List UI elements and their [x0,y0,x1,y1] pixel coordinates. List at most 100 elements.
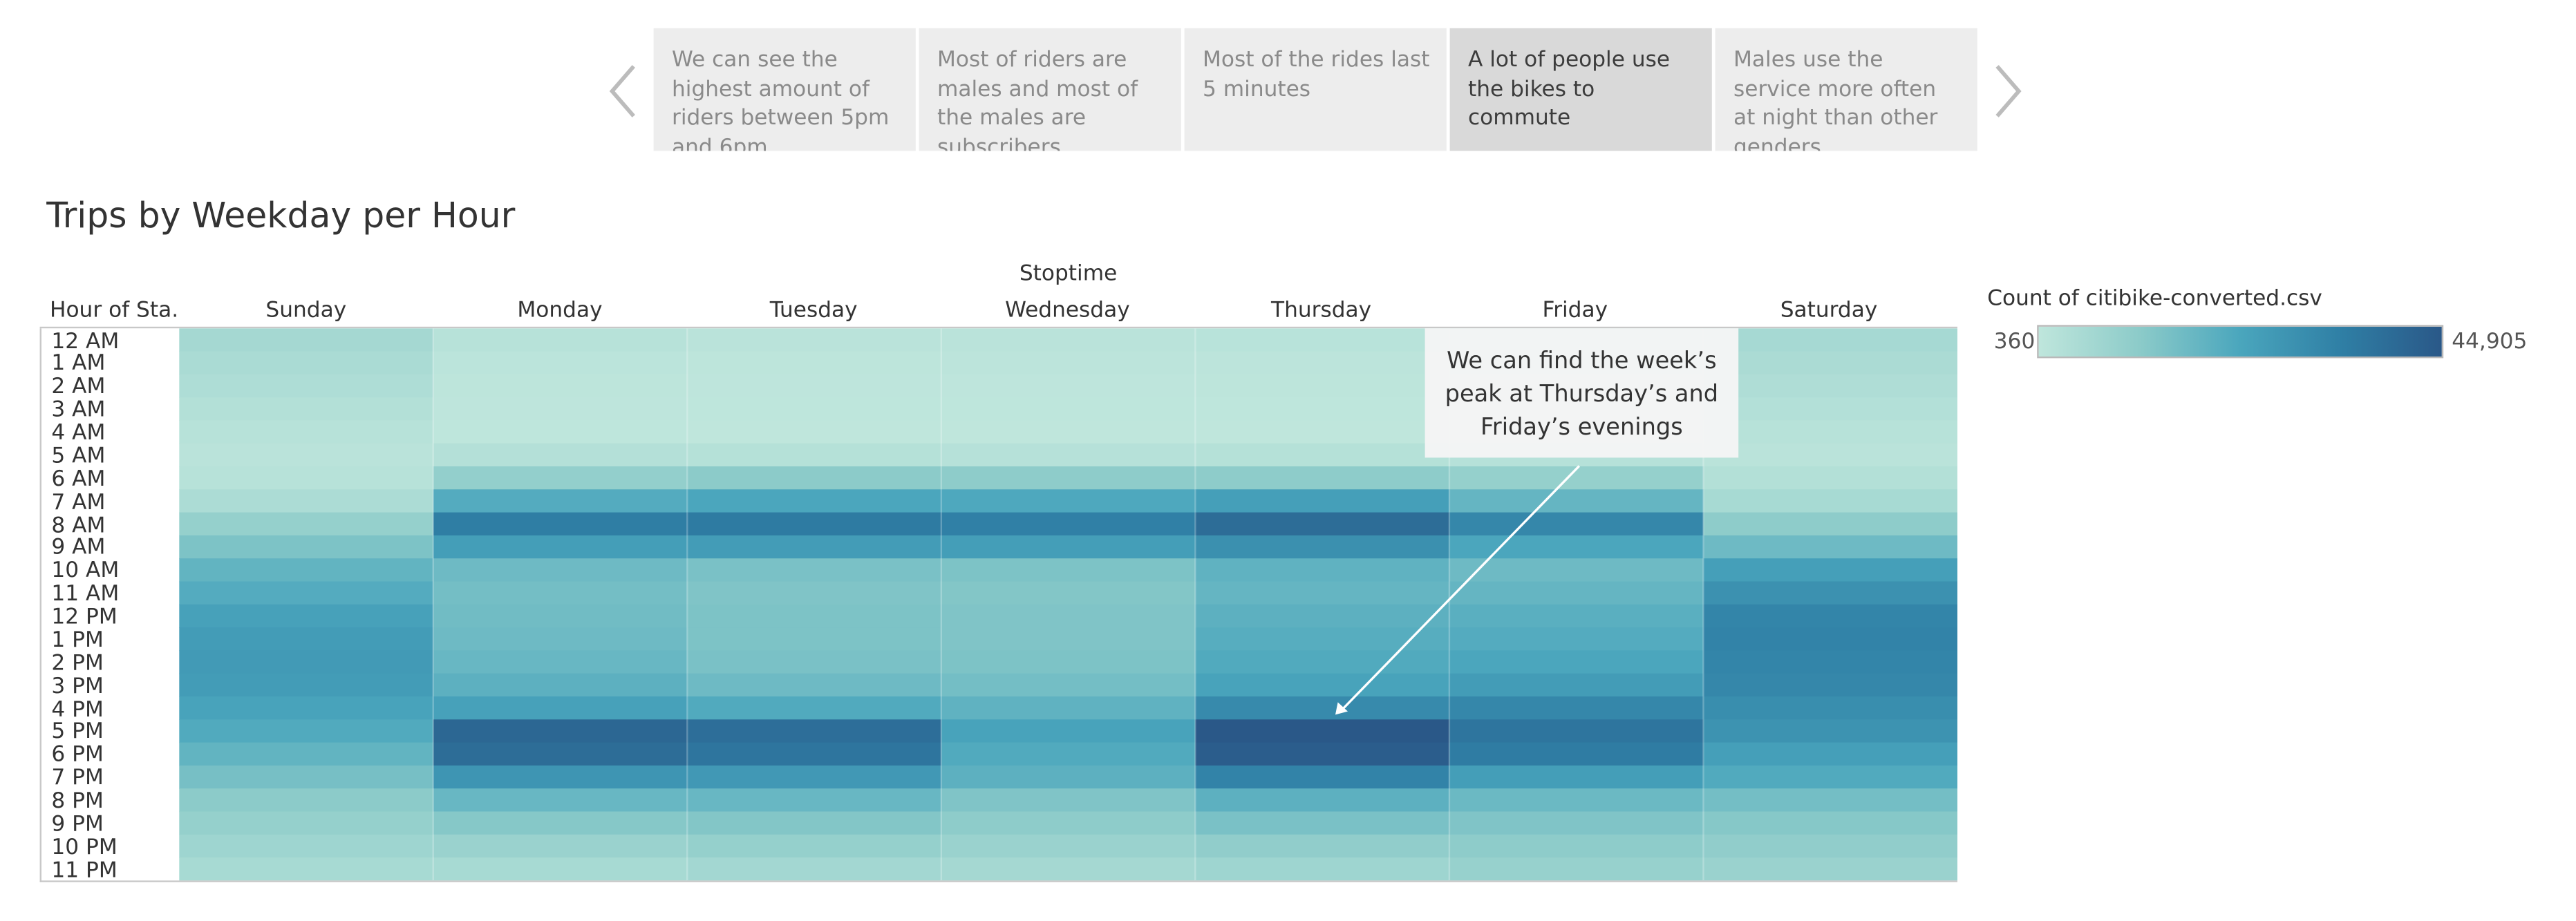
legend-max-label: 44,905 [2452,330,2528,355]
heatmap-cell-sunday-9-am [179,535,434,559]
heatmap-cell-sunday-11-am [179,581,434,605]
row-label: 9 AM [51,536,106,562]
previous-story-arrow-icon[interactable] [602,57,645,126]
heatmap-cell-tuesday-1-am [687,351,942,375]
heatmap-cell-thursday-12-am [1195,328,1450,352]
row-label: 7 PM [51,766,104,792]
heatmap-cell-monday-9-pm [433,811,688,835]
row-label: 10 AM [51,559,120,585]
heatmap-cell-monday-2-pm [433,650,688,674]
heatmap-cell-sunday-5-am [179,443,434,467]
heatmap-cell-friday-4-pm [1449,696,1704,721]
heatmap-cell-tuesday-9-am [687,535,942,559]
story-point-5[interactable]: Males use the service more often at nigh… [1715,28,1977,151]
heatmap-cell-sunday-3-am [179,397,434,421]
heatmap-cell-friday-9-pm [1449,811,1704,835]
heatmap-cell-sunday-10-pm [179,834,434,858]
legend-title: Count of citibike-converted.csv [1987,287,2322,312]
story-point-2[interactable]: Most of riders are males and most of the… [919,28,1181,151]
heatmap-cell-tuesday-8-am [687,512,942,536]
heatmap-cell-monday-6-am [433,466,688,491]
heatmap-cell-monday-7-am [433,489,688,513]
heatmap-cell-tuesday-1-pm [687,627,942,652]
heatmap-cell-wednesday-3-pm [941,673,1196,697]
row-label: 2 PM [51,651,104,676]
story-point-4-active[interactable]: A lot of people use the bikes to commute [1449,28,1712,151]
heatmap-cell-wednesday-8-pm [941,788,1196,813]
story-point-3[interactable]: Most of the rides last 5 minutes [1184,28,1447,151]
heatmap-cell-saturday-10-pm [1703,834,1958,858]
story-point-1[interactable]: We can see the highest amount of riders … [653,28,916,151]
heatmap-cell-saturday-11-pm [1703,857,1958,881]
row-label: 2 AM [51,375,106,401]
heatmap-cell-tuesday-2-pm [687,650,942,674]
heatmap-cell-saturday-4-pm [1703,696,1958,721]
heatmap-cell-sunday-4-am [179,420,434,444]
heatmap-cell-tuesday-3-pm [687,673,942,697]
heatmap-cell-sunday-8-pm [179,788,434,813]
heatmap-cell-wednesday-12-pm [941,604,1196,628]
heatmap-cell-thursday-5-am [1195,443,1450,467]
heatmap-cell-saturday-6-pm [1703,742,1958,766]
heatmap-cell-monday-4-pm [433,696,688,721]
heatmap-cell-monday-8-am [433,512,688,536]
heatmap-cell-sunday-3-pm [179,673,434,697]
heatmap-cell-monday-5-pm [433,719,688,743]
row-label: 5 AM [51,444,106,469]
heatmap-cell-thursday-8-am [1195,512,1450,536]
heatmap-cell-thursday-6-am [1195,466,1450,491]
heatmap-cell-thursday-9-pm [1195,811,1450,835]
row-label: 9 PM [51,812,104,837]
heatmap-cell-sunday-7-am [179,489,434,513]
heatmap-cell-thursday-3-pm [1195,673,1450,697]
heatmap-cell-monday-3-am [433,397,688,421]
heatmap-cell-saturday-6-am [1703,466,1958,491]
heatmap-cell-sunday-12-am [179,328,434,352]
heatmap-cell-monday-10-am [433,558,688,582]
heatmap-cell-friday-10-am [1449,558,1704,582]
heatmap-cell-monday-2-am [433,374,688,398]
heatmap-cell-wednesday-12-am [941,328,1196,352]
bottom-axis-line [39,880,1957,882]
row-label: 5 PM [51,720,104,746]
heatmap-cell-wednesday-11-am [941,581,1196,605]
heatmap-cell-friday-11-am [1449,581,1704,605]
row-label: 8 PM [51,789,104,815]
heatmap-cell-friday-6-am [1449,466,1704,491]
heatmap-cell-sunday-2-am [179,374,434,398]
heatmap-cell-wednesday-6-pm [941,742,1196,766]
heatmap-grid [179,328,1958,881]
heatmap-cell-wednesday-9-pm [941,811,1196,835]
heatmap-cell-saturday-12-pm [1703,604,1958,628]
heatmap-cell-saturday-7-pm [1703,765,1958,789]
row-label: 3 PM [51,674,104,699]
row-label: 11 AM [51,582,120,607]
column-header-thursday: Thursday [1271,298,1372,324]
heatmap-cell-saturday-8-pm [1703,788,1958,813]
heatmap-cell-friday-5-pm [1449,719,1704,743]
heatmap-cell-saturday-1-pm [1703,627,1958,652]
heatmap-cell-wednesday-5-pm [941,719,1196,743]
row-label: 10 PM [51,835,117,861]
heatmap-cell-wednesday-1-am [941,351,1196,375]
next-story-arrow-icon[interactable] [1986,57,2029,126]
heatmap-cell-thursday-9-am [1195,535,1450,559]
heatmap-cell-saturday-2-am [1703,374,1958,398]
heatmap-cell-thursday-6-pm [1195,742,1450,766]
column-header-saturday: Saturday [1780,298,1878,324]
heatmap-cell-thursday-3-am [1195,397,1450,421]
heatmap-cell-saturday-10-am [1703,558,1958,582]
heatmap-cell-tuesday-7-am [687,489,942,513]
heatmap-cell-tuesday-4-am [687,420,942,444]
heatmap-cell-tuesday-11-am [687,581,942,605]
row-header: Hour of Sta.. [50,298,180,324]
heatmap-cell-saturday-5-am [1703,443,1958,467]
heatmap-cell-monday-7-pm [433,765,688,789]
heatmap-cell-wednesday-5-am [941,443,1196,467]
heatmap-cell-thursday-1-pm [1195,627,1450,652]
heatmap-cell-thursday-10-pm [1195,834,1450,858]
heatmap-cell-sunday-6-pm [179,742,434,766]
heatmap-cell-sunday-5-pm [179,719,434,743]
heatmap-cell-saturday-5-pm [1703,719,1958,743]
heatmap-cell-sunday-8-am [179,512,434,536]
